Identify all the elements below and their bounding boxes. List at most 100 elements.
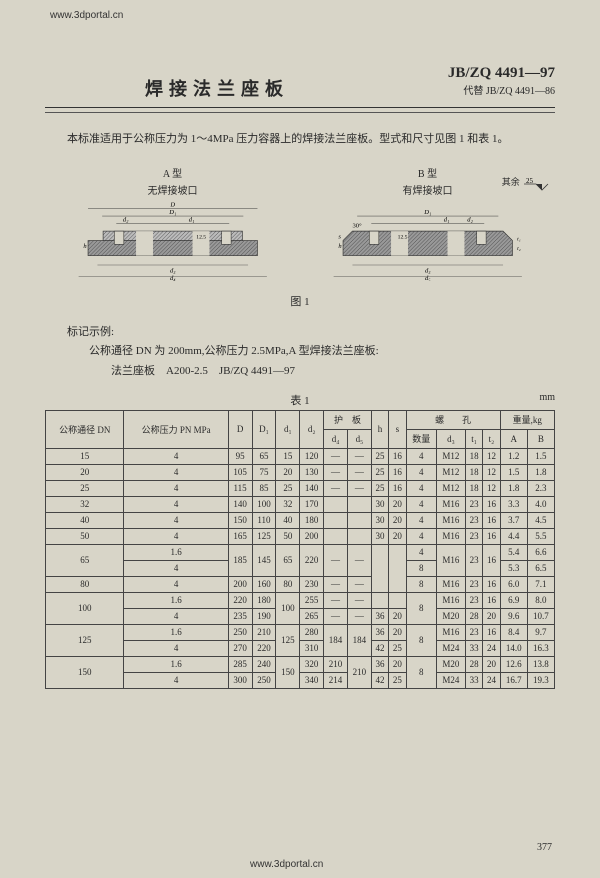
cell: 1.5 [527,448,554,464]
cell: 8 [406,656,436,688]
svg-text:d₃: d₃ [170,267,176,274]
cell: 125 [276,624,300,656]
cell: 5.3 [500,560,527,576]
cell: 4 [124,672,228,688]
cell: 14.0 [500,640,527,656]
cell: 25 [46,480,124,496]
cell: 270 [228,640,252,656]
cell: 4.4 [500,528,527,544]
cell: 4 [406,496,436,512]
cell: 4 [124,560,228,576]
cell: 13.8 [527,656,554,672]
cell: 36 [371,608,388,624]
cell: 160 [252,576,276,592]
col-A: A [500,429,527,448]
cell: 214 [324,672,348,688]
cell: 20 [276,464,300,480]
svg-text:d₁: d₁ [444,216,450,223]
cell: 25 [371,480,388,496]
cell: 150 [46,656,124,688]
cell: 30 [371,496,388,512]
cell [324,512,348,528]
col-s: s [389,410,406,448]
cell: 30 [371,512,388,528]
cell: 300 [228,672,252,688]
cell: 140 [300,480,324,496]
cell: 40 [46,512,124,528]
cell: 220 [300,544,324,576]
cell [347,528,371,544]
col-d5: d₅ [347,429,371,448]
cell: 20 [389,512,406,528]
cell: M12 [436,448,465,464]
svg-text:30°: 30° [352,222,362,229]
svg-text:t₂: t₂ [517,246,521,252]
cell: 80 [276,576,300,592]
diagram-a-sublabel: 无焊接坡口 [58,182,288,197]
cell: 4 [124,496,228,512]
col-t2: t₂ [483,429,500,448]
table-row: 80420016080230——8M1623166.07.1 [46,576,555,592]
cell: 150 [228,512,252,528]
cell: 320 [300,656,324,672]
table-row: 3241401003217030204M1623163.34.0 [46,496,555,512]
col-d4: d₄ [324,429,348,448]
cell: 23 [465,528,482,544]
cell: 1.2 [500,448,527,464]
cell: 4 [406,464,436,480]
cell: 7.1 [527,576,554,592]
cell: — [347,576,371,592]
cell: 32 [46,496,124,512]
cell: 12 [483,448,500,464]
cell: 42 [371,640,388,656]
svg-text:d₅: d₅ [425,275,431,281]
diagram-b-svg: D₁ d₁ d₂ 30° 12.5 h s t₁ t₂ [313,201,543,281]
cell: 20 [389,624,406,640]
svg-text:h: h [338,243,342,250]
cell: 125 [46,624,124,656]
col-d1: d₁ [276,410,300,448]
cell: 145 [252,544,276,576]
cell: 130 [300,464,324,480]
cell: 4 [124,528,228,544]
cell: 12 [483,480,500,496]
cell: 210 [324,656,348,672]
cell: 1.6 [124,656,228,672]
cell: 8 [406,560,436,576]
cell: 25 [371,448,388,464]
table-row: 2041057520130——25164M1218121.51.8 [46,464,555,480]
cell: 220 [228,592,252,608]
cell: 23 [465,496,482,512]
cell: 3.7 [500,512,527,528]
svg-text:t₁: t₁ [517,236,521,242]
marking-example: 标记示例: 公称通径 DN 为 200mm,公称压力 2.5MPa,A 型焊接法… [45,323,555,382]
cell: 23 [465,512,482,528]
cell: 16 [389,448,406,464]
cell: 18 [465,480,482,496]
cell: 4 [406,512,436,528]
cell [389,544,406,592]
cell: 190 [252,608,276,624]
cell: 25 [389,640,406,656]
cell: — [324,480,348,496]
intro-text: 本标准适用于公称压力为 1～4MPa 压力容器上的焊接法兰座板。型式和尺寸见图 … [45,131,555,149]
table-row: 651.618514565220——4M1623165.46.6 [46,544,555,560]
cell: 16 [483,496,500,512]
col-d2: d₂ [300,410,324,448]
cell: 4.5 [527,512,554,528]
cell: 4 [406,480,436,496]
cell: — [324,592,348,608]
cell: 33 [465,672,482,688]
cell: 80 [46,576,124,592]
cell: 16 [389,480,406,496]
svg-text:h: h [83,243,87,250]
cell: 30 [371,528,388,544]
cell: 9.6 [500,608,527,624]
cell: 4 [124,464,228,480]
cell: 280 [300,624,324,640]
cell: 250 [228,624,252,640]
page-content: 焊接法兰座板 JB/ZQ 4491—97 代替 JB/ZQ 4491—86 本标… [0,0,600,709]
cell: 4 [406,528,436,544]
cell: 1.8 [500,480,527,496]
table-label: 表 1 mm [45,392,555,408]
